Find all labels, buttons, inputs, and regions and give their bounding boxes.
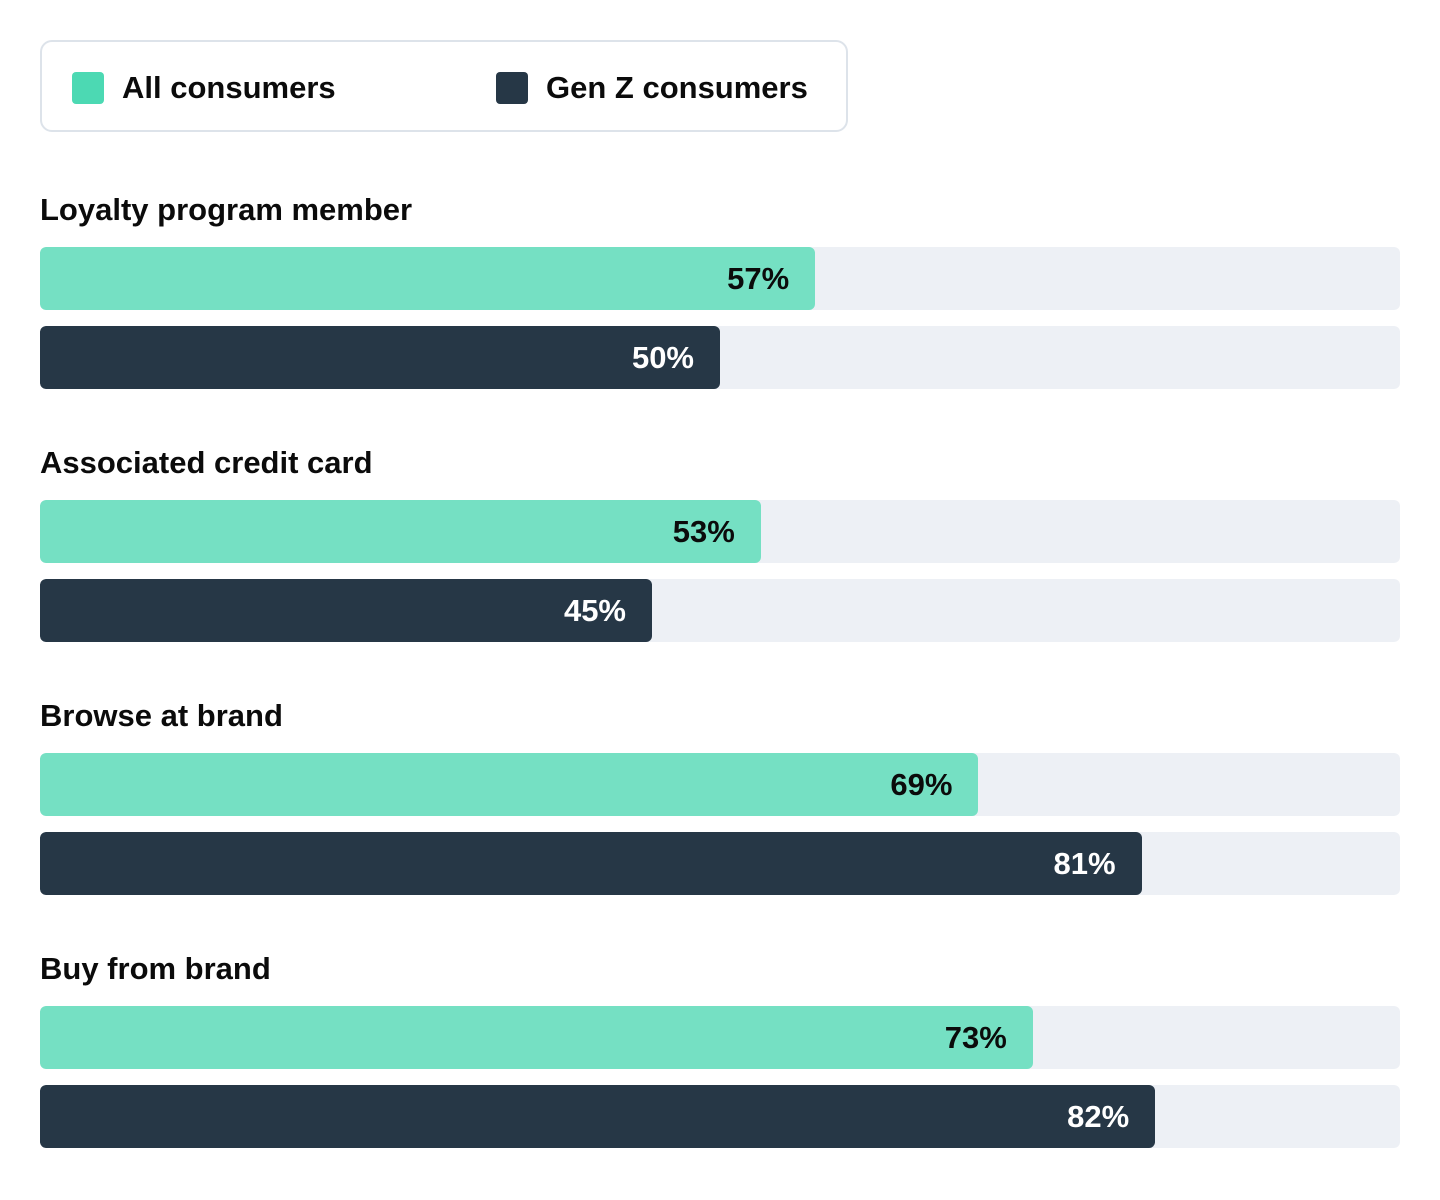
bar-all-consumers: 57% <box>40 247 816 310</box>
bar-track: 73% <box>40 1006 1400 1069</box>
category-group: Loyalty program member 57% 50% <box>40 188 1400 441</box>
bar-value-label: 69% <box>890 767 953 802</box>
category-group: Associated credit card 53% 45% <box>40 441 1400 694</box>
bar-gen-z-consumers: 45% <box>40 579 652 642</box>
bar-gen-z-consumers: 81% <box>40 832 1142 895</box>
bar-track: 53% <box>40 500 1400 563</box>
bar-value-label: 53% <box>672 514 735 549</box>
category-group: Browse at brand 69% 81% <box>40 694 1400 947</box>
legend-label-gen-z-consumers: Gen Z consumers <box>546 70 808 105</box>
bar-track: 45% <box>40 579 1400 642</box>
legend-swatch-gen-z-consumers <box>496 72 528 104</box>
bar-value-label: 81% <box>1053 846 1116 881</box>
bar-value-label: 82% <box>1067 1099 1130 1134</box>
bar-gen-z-consumers: 50% <box>40 326 720 389</box>
bar-all-consumers: 73% <box>40 1006 1033 1069</box>
legend-item-gen-z-consumers: Gen Z consumers <box>496 42 808 134</box>
legend-swatch-all-consumers <box>72 72 104 104</box>
bar-chart: Loyalty program member 57% 50% Associate… <box>40 188 1400 1200</box>
bar-track: 81% <box>40 832 1400 895</box>
category-label: Loyalty program member <box>40 192 413 227</box>
chart-legend: All consumers Gen Z consumers <box>40 40 848 132</box>
bar-track: 57% <box>40 247 1400 310</box>
category-label: Associated credit card <box>40 445 373 480</box>
legend-item-all-consumers: All consumers <box>72 42 336 134</box>
bar-all-consumers: 53% <box>40 500 761 563</box>
bar-track: 69% <box>40 753 1400 816</box>
category-group: Buy from brand 73% 82% <box>40 947 1400 1200</box>
bar-track: 50% <box>40 326 1400 389</box>
bar-gen-z-consumers: 82% <box>40 1085 1156 1148</box>
category-label: Browse at brand <box>40 698 283 733</box>
category-label: Buy from brand <box>40 951 271 986</box>
bar-value-label: 45% <box>563 593 626 628</box>
bar-value-label: 73% <box>944 1020 1007 1055</box>
legend-label-all-consumers: All consumers <box>122 70 336 105</box>
bar-value-label: 50% <box>631 340 694 375</box>
bar-all-consumers: 69% <box>40 753 979 816</box>
bar-value-label: 57% <box>727 261 790 296</box>
bar-track: 82% <box>40 1085 1400 1148</box>
